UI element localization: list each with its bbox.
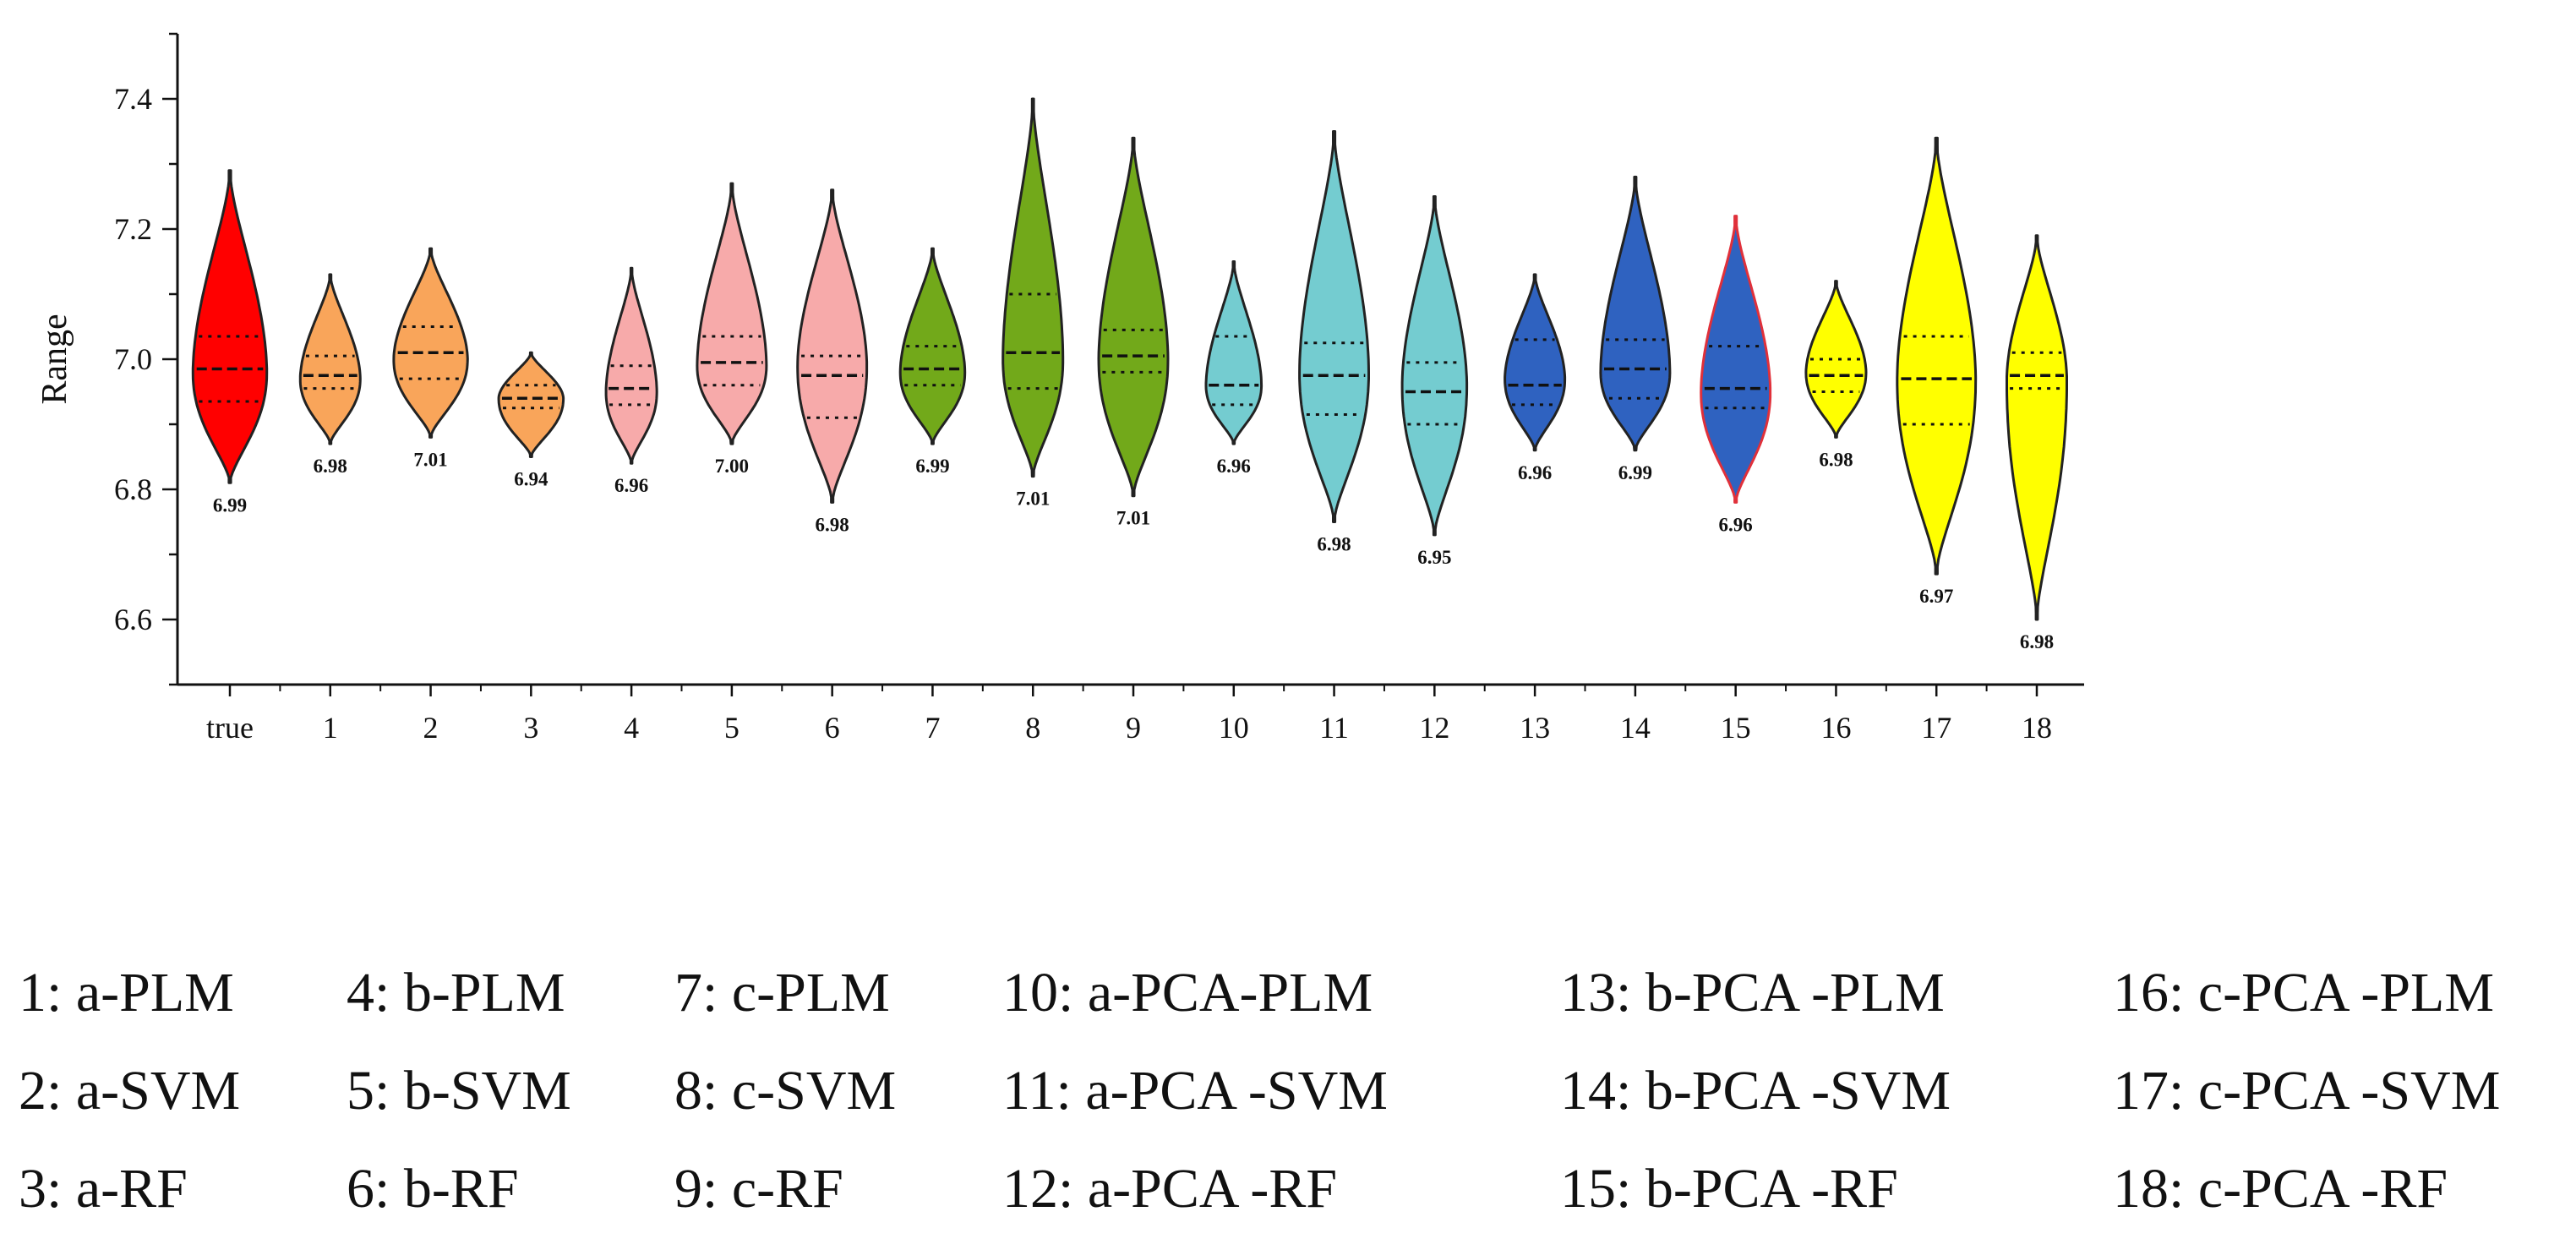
legend-entry: 15: b-PCA -RF [1560,1158,1898,1220]
x-tick-label: 3 [523,711,538,745]
data-label-4: 6.96 [614,475,648,496]
x-tick-label: 10 [1219,711,1249,745]
violin-17 [1896,136,1978,576]
x-tick-label: 12 [1419,711,1449,745]
data-label-2: 7.01 [413,449,447,470]
data-label-17: 6.97 [1919,586,1953,607]
violin-10 [1204,260,1263,445]
data-label-1: 6.98 [314,456,347,477]
data-label-13: 6.96 [1518,462,1552,483]
data-label-15: 6.96 [1719,514,1753,535]
y-axis-title: Range [35,314,74,404]
y-tick-label: 6.6 [114,603,152,636]
x-tick-label: 5 [724,711,740,745]
violin-16 [1804,280,1868,439]
x-tick-label: 4 [624,711,639,745]
legend-entry: 14: b-PCA -SVM [1560,1060,1951,1122]
data-label-8: 7.01 [1016,489,1050,510]
x-tick-label: true [206,711,254,745]
legend-entry: 16: c-PCA -PLM [2113,962,2495,1023]
legend-entry: 11: a-PCA -SVM [1002,1060,1388,1122]
data-label-12: 6.95 [1417,547,1451,568]
violin-true [191,169,269,484]
violin-7 [898,247,967,445]
legend-entry: 18: c-PCA -RF [2113,1158,2448,1220]
legend-entry: 1: a-PLM [19,962,234,1023]
data-label-7: 6.99 [915,456,949,477]
x-tick-label: 15 [1721,711,1751,745]
x-tick-label: 8 [1025,711,1040,745]
legend-entry: 5: b-SVM [347,1060,571,1122]
legend-entry: 13: b-PCA -PLM [1560,962,1945,1023]
violin-6 [796,188,869,504]
violin-2 [392,247,469,439]
data-label-10: 6.96 [1217,456,1251,477]
data-label-18: 6.98 [2020,631,2054,652]
violin-3 [497,351,565,458]
violin-8 [1001,97,1065,478]
legend: 1: a-PLM 2: a-SVM 3: a-RF 4: b-PLM 5: b-SVM 6… [0,947,2576,1239]
violin-15 [1700,215,1772,504]
x-tick-label: 14 [1620,711,1651,745]
x-tick-label: 13 [1520,711,1550,745]
data-labels: 6.99 6.98 7.01 6.94 6.96 7.00 6.98 6.99 7.01 7.01… [213,449,2054,652]
legend-entry: 12: a-PCA -RF [1002,1158,1338,1220]
violin-series [191,97,2068,621]
x-tick-label: 18 [2022,711,2052,745]
legend-entry: 17: c-PCA -SVM [2113,1060,2501,1122]
legend-entry: 3: a-RF [19,1158,188,1220]
data-label-9: 7.01 [1116,508,1150,529]
x-tick-label: 1 [323,711,338,745]
x-tick-label: 16 [1820,711,1851,745]
violin-1 [298,273,362,445]
violin-12 [1400,195,1469,537]
legend-entry: 8: c-SVM [674,1060,897,1122]
data-label-11: 6.98 [1317,534,1351,555]
data-label-14: 6.99 [1618,462,1652,483]
y-tick-label: 7.2 [114,212,152,246]
violin-9 [1097,136,1170,498]
legend-entry: 6: b-RF [347,1158,519,1220]
data-label-true: 6.99 [213,494,247,516]
data-label-6: 6.98 [816,514,849,535]
data-label-16: 6.98 [1819,449,1853,470]
y-tick-label: 6.8 [114,472,152,506]
violin-13 [1504,273,1567,452]
y-tick-label: 7.4 [114,82,152,116]
legend-entry: 4: b-PLM [347,962,565,1023]
data-label-5: 7.00 [715,456,749,477]
x-tick-label: 11 [1319,711,1349,745]
legend-entry: 2: a-SVM [19,1060,241,1122]
y-tick-label: 7.0 [114,342,152,376]
x-tick-label: 2 [423,711,439,745]
data-label-3: 6.94 [514,469,548,490]
x-tick-label: 6 [825,711,840,745]
x-tick-label: 17 [1921,711,1951,745]
x-tick-label: 9 [1126,711,1141,745]
violin-11 [1298,130,1370,523]
violin-18 [2006,234,2068,621]
x-tick-label: 7 [925,711,940,745]
violin-14 [1599,175,1672,452]
legend-entry: 10: a-PCA-PLM [1002,962,1373,1023]
violin-5 [696,182,768,445]
legend-entry: 9: c-RF [674,1158,843,1220]
legend-entry: 7: c-PLM [674,962,890,1023]
